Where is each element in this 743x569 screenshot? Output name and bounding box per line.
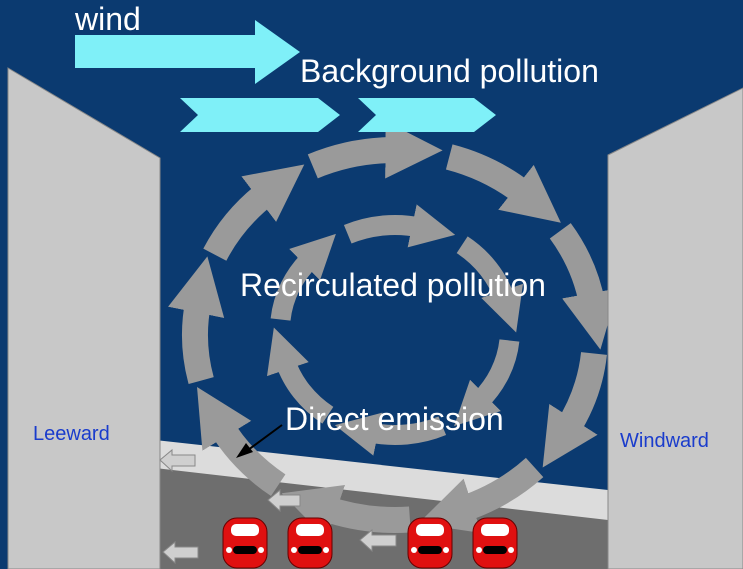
leeward-label: Leeward xyxy=(33,423,110,445)
car-light xyxy=(226,547,232,553)
car xyxy=(473,518,517,568)
wind-flow-arrow xyxy=(358,98,496,132)
diagram: wind Background pollution Recirculated p… xyxy=(0,0,743,569)
car-window xyxy=(231,524,259,536)
windward-label: Windward xyxy=(620,430,709,452)
swirl-arrow xyxy=(325,508,410,520)
car-light xyxy=(411,547,417,553)
direct-emission-label: Direct emission xyxy=(285,401,504,437)
swirl-arrow xyxy=(348,225,421,234)
car xyxy=(223,518,267,568)
recirculated-label: Recirculated pollution xyxy=(240,267,546,303)
car-light xyxy=(291,547,297,553)
background-label: Background pollution xyxy=(300,53,599,89)
car xyxy=(288,518,332,568)
car-grille xyxy=(418,546,442,554)
car xyxy=(408,518,452,568)
swirl-arrow xyxy=(195,301,201,380)
car-grille xyxy=(483,546,507,554)
car-light xyxy=(323,547,329,553)
car-light xyxy=(258,547,264,553)
car-light xyxy=(443,547,449,553)
windward-building xyxy=(608,88,743,569)
car-light xyxy=(508,547,514,553)
wind-label: wind xyxy=(74,1,141,37)
car-window xyxy=(481,524,509,536)
car-grille xyxy=(298,546,322,554)
wind-flow-arrow xyxy=(180,98,340,132)
car-grille xyxy=(233,546,257,554)
car-light xyxy=(476,547,482,553)
car-window xyxy=(416,524,444,536)
car-window xyxy=(296,524,324,536)
